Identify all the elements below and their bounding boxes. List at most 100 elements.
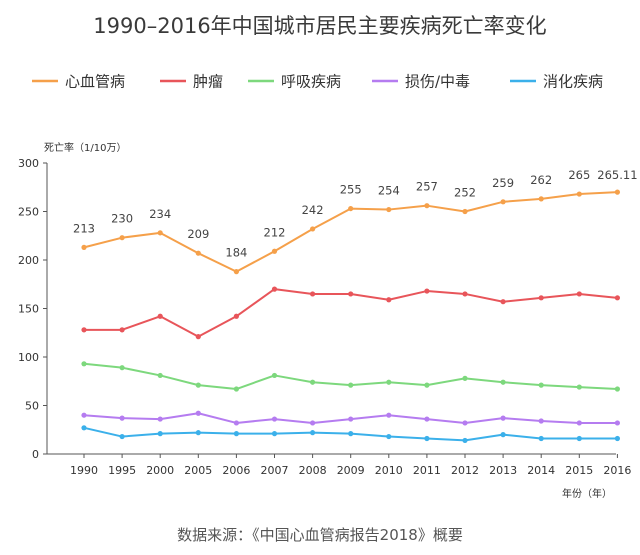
- x-tick-label: 2007: [261, 464, 289, 477]
- data-label: 262: [530, 173, 552, 187]
- data-point: [81, 361, 87, 367]
- y-axis-label: 死亡率（1/10万）: [44, 141, 126, 154]
- data-point: [119, 433, 125, 440]
- data-point: [81, 425, 87, 431]
- x-tick-label: 2008: [299, 464, 327, 477]
- data-point: [576, 191, 582, 197]
- legend-label: 肿瘤: [193, 73, 223, 91]
- x-tick-label: 2013: [489, 464, 517, 477]
- data-label: 259: [492, 176, 514, 190]
- data-point: [614, 420, 621, 426]
- data-point: [500, 415, 506, 421]
- data-point: [386, 412, 392, 418]
- data-point: [271, 248, 278, 254]
- x-tick-label: 2009: [337, 464, 365, 477]
- data-label: 213: [73, 221, 95, 235]
- legend-item: 消化疾病: [510, 73, 603, 91]
- data-point: [538, 418, 544, 424]
- data-point: [119, 235, 125, 241]
- x-axis-label: 年份（年）: [562, 487, 612, 500]
- data-point: [233, 431, 239, 437]
- series: [81, 286, 621, 340]
- legend-label: 心血管病: [65, 73, 125, 91]
- data-label: 255: [340, 183, 362, 197]
- data-label: 257: [416, 180, 438, 194]
- data-point: [119, 415, 125, 421]
- chart-title: 1990–2016年中国城市居民主要疾病死亡率变化: [93, 14, 546, 38]
- data-point: [614, 386, 621, 392]
- series: [81, 425, 621, 444]
- data-point: [538, 196, 544, 202]
- data-point: [81, 244, 87, 250]
- legend-item: 呼吸疾病: [248, 73, 341, 91]
- data-point: [157, 431, 163, 437]
- data-point: [195, 334, 201, 340]
- data-point: [233, 269, 239, 275]
- data-point: [576, 291, 582, 297]
- y-tick-label: 50: [25, 400, 39, 413]
- data-point: [424, 288, 430, 294]
- y-tick-label: 150: [18, 303, 39, 316]
- data-point: [424, 203, 430, 209]
- data-point: [424, 416, 430, 422]
- y-tick-label: 300: [18, 157, 39, 170]
- data-point: [310, 430, 316, 436]
- x-tick-label: 1995: [108, 464, 136, 477]
- data-point: [424, 382, 430, 388]
- series: [81, 361, 621, 392]
- data-point: [576, 435, 582, 442]
- data-point: [157, 313, 163, 319]
- data-point: [233, 420, 239, 426]
- data-point: [310, 420, 316, 426]
- data-point: [500, 199, 506, 205]
- data-point: [81, 412, 87, 418]
- axes: 0 50 100 150 200 250 300 1990 1995 2000 2005 2006 20…: [18, 157, 631, 477]
- legend-label: 损伤/中毒: [405, 73, 470, 91]
- data-label: 212: [264, 225, 286, 239]
- x-tick-label: 1990: [70, 464, 98, 477]
- data-label: 265.11: [597, 168, 637, 182]
- data-point: [271, 372, 278, 379]
- series-group: 213 230 234 209 184 212 242 255 254 257 252 259 262 2…: [73, 168, 638, 444]
- data-point: [271, 286, 278, 292]
- data-label: 234: [149, 207, 171, 221]
- data-point: [348, 431, 354, 437]
- data-point: [195, 430, 201, 436]
- legend-label: 呼吸疾病: [281, 73, 341, 91]
- x-tick-label: 2006: [222, 464, 250, 477]
- data-point: [157, 416, 163, 422]
- data-label: 252: [454, 186, 476, 200]
- data-point: [195, 382, 201, 388]
- data-point: [348, 291, 354, 297]
- data-point: [310, 291, 316, 297]
- data-point: [538, 295, 544, 301]
- data-point: [462, 291, 468, 297]
- data-point: [348, 205, 354, 212]
- series: 213 230 234 209 184 212 242 255 254 257 252 259 262 2…: [73, 168, 638, 275]
- legend-item: 心血管病: [32, 73, 125, 91]
- data-label: 209: [187, 227, 209, 241]
- x-tick-label: 2011: [413, 464, 441, 477]
- data-point: [348, 382, 354, 388]
- data-point: [500, 299, 506, 305]
- data-point: [500, 379, 506, 385]
- data-label: 254: [378, 184, 400, 198]
- data-label: 242: [302, 203, 324, 217]
- data-point: [614, 189, 621, 195]
- data-point: [424, 435, 430, 442]
- data-point: [195, 250, 201, 256]
- data-point: [576, 420, 582, 426]
- data-point: [233, 313, 239, 319]
- legend: 心血管病 肿瘤 呼吸疾病 损伤/中毒 消化疾病: [32, 73, 603, 91]
- data-point: [462, 208, 468, 215]
- data-label: 230: [111, 212, 133, 226]
- data-point: [538, 435, 544, 442]
- data-point: [462, 437, 468, 444]
- source-note: 数据来源：《中国心血管病报告2018》概要: [177, 526, 463, 544]
- data-point: [386, 297, 392, 303]
- x-tick-label: 2015: [565, 464, 593, 477]
- data-label: 265: [568, 168, 590, 182]
- data-point: [462, 420, 468, 426]
- data-point: [614, 435, 621, 442]
